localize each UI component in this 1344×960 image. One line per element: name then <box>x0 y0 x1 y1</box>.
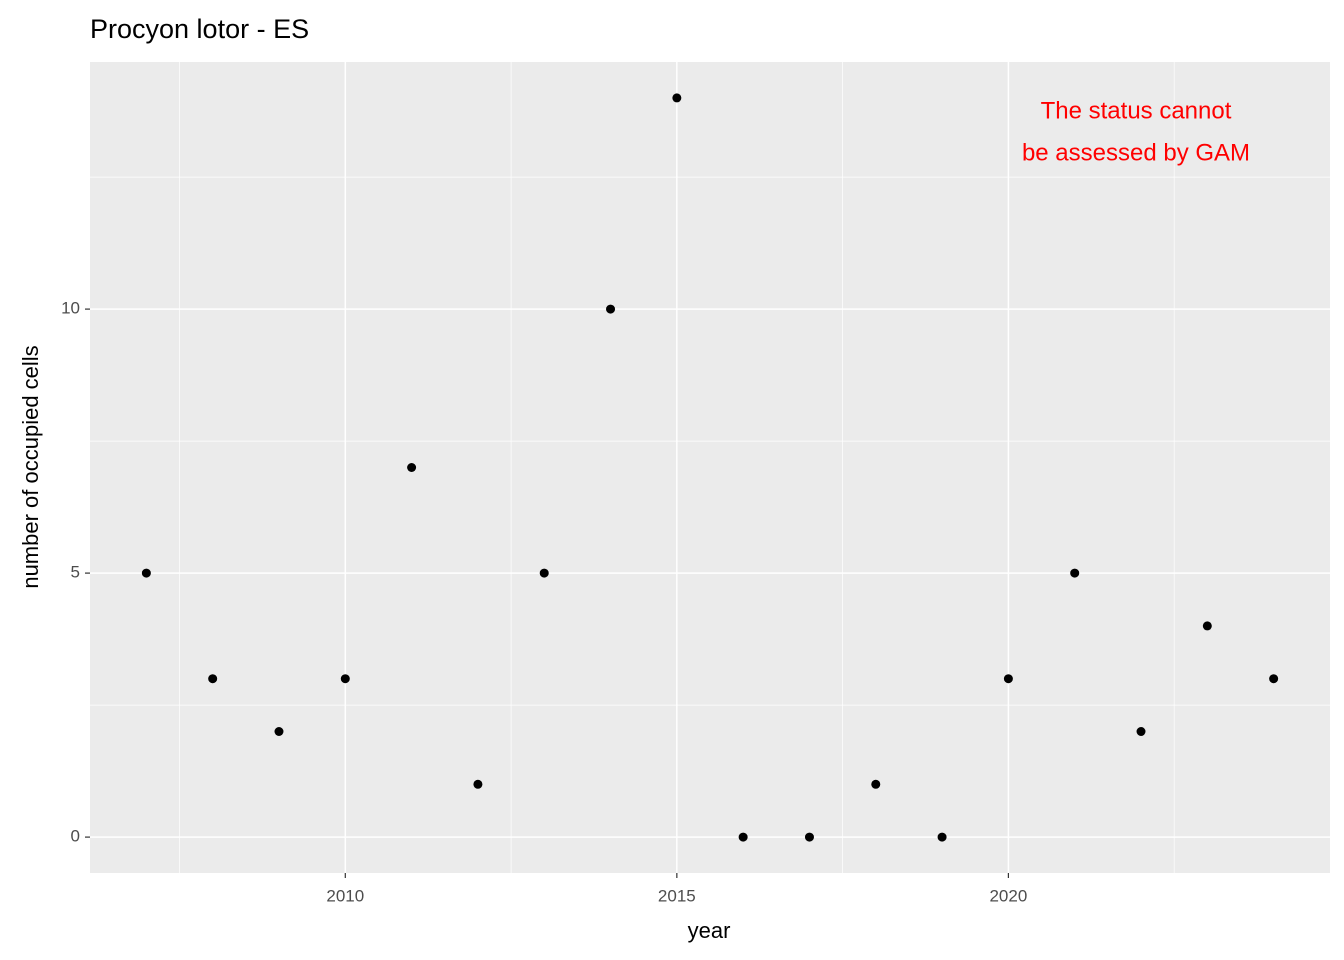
point <box>539 568 549 578</box>
point <box>672 93 682 103</box>
x-tick-label: 2015 <box>658 886 696 905</box>
point <box>407 463 417 472</box>
chart-title: Procyon lotor - ES <box>90 14 309 44</box>
point <box>274 726 284 736</box>
grid <box>90 62 1330 873</box>
y-tick-label: 0 <box>71 827 80 846</box>
point <box>871 779 881 789</box>
point <box>1070 568 1080 578</box>
x-axis-label: year <box>688 918 731 943</box>
y-axis-label: number of occupied cells <box>18 345 43 588</box>
point <box>738 832 748 842</box>
point <box>473 779 483 789</box>
point <box>208 674 218 684</box>
panel <box>90 62 1330 873</box>
y-tick-label: 5 <box>71 563 80 582</box>
point <box>606 304 616 314</box>
annotation: The status cannot <box>1041 97 1232 124</box>
point <box>141 568 151 578</box>
point <box>340 674 350 684</box>
y-tick-label: 10 <box>61 299 80 318</box>
point <box>1202 621 1212 631</box>
point <box>804 832 814 842</box>
marks <box>141 93 1279 842</box>
x-tick-label: 2020 <box>989 886 1027 905</box>
point <box>1003 674 1013 684</box>
annotation: be assessed by GAM <box>1022 139 1250 166</box>
point <box>1136 726 1146 736</box>
point <box>1269 674 1279 684</box>
x-tick-label: 2010 <box>326 886 364 905</box>
point <box>937 832 947 842</box>
